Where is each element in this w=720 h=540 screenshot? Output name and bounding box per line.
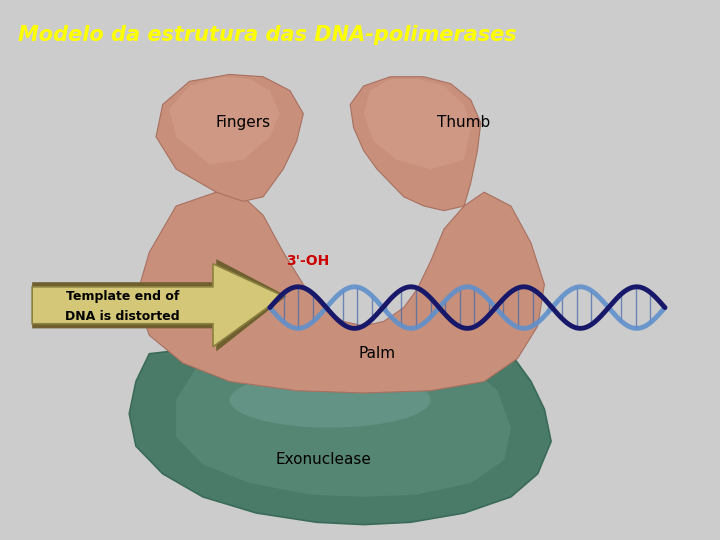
Text: 3'-OH: 3'-OH — [287, 254, 330, 268]
Polygon shape — [176, 349, 511, 497]
Polygon shape — [32, 259, 287, 352]
Polygon shape — [350, 77, 481, 211]
Text: Exonuclease: Exonuclease — [276, 453, 372, 468]
Polygon shape — [136, 192, 544, 393]
Text: Fingers: Fingers — [215, 116, 271, 130]
Ellipse shape — [230, 372, 431, 428]
Polygon shape — [364, 79, 471, 169]
Text: DNA is distorted: DNA is distorted — [66, 310, 180, 323]
Polygon shape — [156, 75, 303, 201]
Text: Template end of: Template end of — [66, 289, 179, 302]
Text: Palm: Palm — [359, 346, 395, 361]
Polygon shape — [169, 77, 280, 165]
Polygon shape — [130, 333, 551, 524]
Text: Thumb: Thumb — [438, 116, 490, 130]
Text: Modelo da estrutura das DNA-polimerases: Modelo da estrutura das DNA-polimerases — [18, 25, 517, 45]
Polygon shape — [32, 264, 283, 347]
